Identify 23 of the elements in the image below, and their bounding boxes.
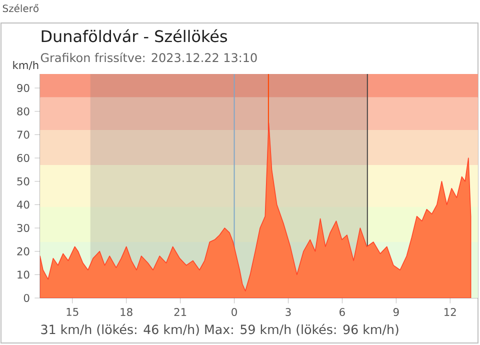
text: 31 km/h (lökés: 46 km/h) Max: 59 km/h (lökés: 96 km/h) bbox=[41, 324, 398, 336]
y-tick-label: 50 bbox=[17, 177, 30, 186]
chart-title: Dunaföldvár - Széllökés bbox=[42, 29, 228, 42]
y-tick-label: 70 bbox=[17, 130, 30, 139]
y-tick-label: 80 bbox=[17, 107, 30, 116]
y-tick-label: 20 bbox=[17, 247, 30, 256]
x-tick-label: 6 bbox=[340, 308, 345, 316]
x-tick-label: 15 bbox=[66, 308, 78, 316]
text: Szélerő bbox=[2, 4, 38, 12]
y-tick-label: 0 bbox=[24, 294, 30, 302]
x-tick-label: 3 bbox=[286, 308, 291, 316]
x-tick-label: 18 bbox=[120, 308, 132, 316]
x-tick-label: 9 bbox=[393, 308, 399, 316]
y-tick-label: 40 bbox=[16, 200, 30, 209]
y-tick-label: 60 bbox=[17, 154, 30, 162]
x-tick-label: 0 bbox=[232, 308, 237, 316]
x-tick-label: 21 bbox=[174, 308, 186, 316]
y-tick-label: 10 bbox=[18, 270, 30, 279]
y-axis-title: km/h bbox=[13, 60, 38, 70]
x-tick-label: 12 bbox=[444, 308, 456, 316]
chart-subtitle: Grafikon frissítve: 2023.12.22 13:10 bbox=[40, 52, 257, 62]
y-tick-label: 30 bbox=[17, 224, 30, 232]
y-tick-label: 90 bbox=[17, 84, 30, 92]
